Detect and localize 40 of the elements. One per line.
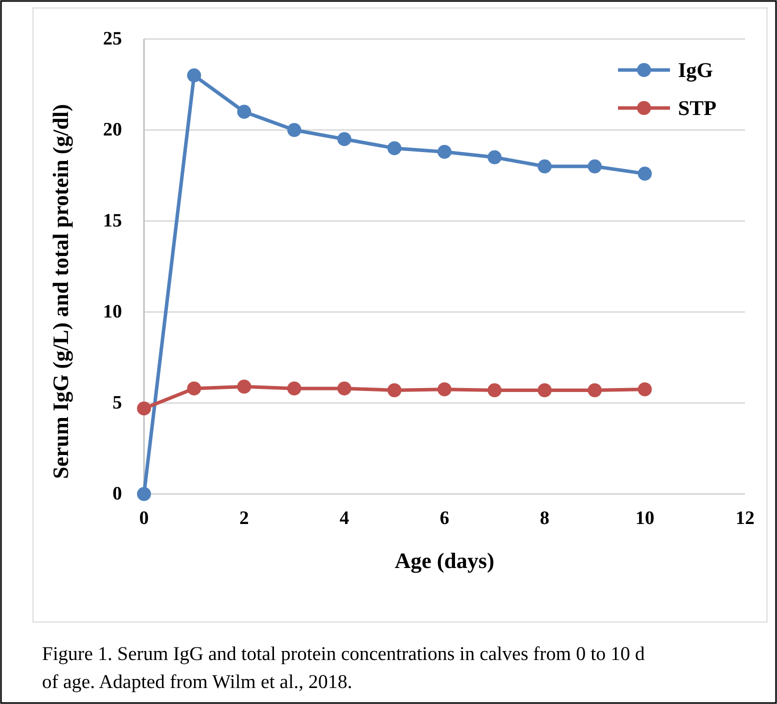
x-tick-label: 10 [635, 508, 654, 529]
x-tick-label: 8 [540, 508, 550, 529]
point [488, 150, 502, 164]
legend-label: IgG [678, 58, 714, 82]
point [237, 104, 252, 119]
point [187, 68, 202, 82]
point [638, 166, 652, 181]
x-tick-label: 6 [440, 508, 450, 529]
x-tick-label: 0 [139, 508, 149, 529]
x-tick-label: 2 [239, 508, 249, 529]
y-tick-label: 10 [103, 302, 122, 322]
y-tick-label: 20 [103, 120, 122, 140]
point [287, 123, 302, 137]
point [287, 381, 302, 396]
point [588, 383, 602, 398]
y-tick-label: 15 [103, 210, 122, 232]
x-axis-title: Age (days) [394, 548, 494, 573]
point [538, 383, 552, 398]
point [137, 401, 151, 416]
x-tick-label: 4 [340, 508, 350, 529]
point [137, 487, 151, 501]
point [187, 381, 202, 396]
point [387, 141, 402, 156]
caption: Figure 1. Serum IgG and total protein concentrations in calves from 0 to 10 d of age. Adapted from Wilm et al., 2018. [42, 644, 645, 693]
point [588, 159, 602, 174]
point [438, 144, 452, 159]
point [337, 132, 352, 146]
y-tick-label: 0 [112, 484, 122, 504]
x-tick-label: 12 [736, 508, 754, 529]
point [438, 382, 452, 396]
point [237, 380, 252, 394]
point [538, 159, 552, 174]
y-tick-label: 25 [103, 28, 122, 50]
point [638, 382, 652, 396]
legend-label: STP [678, 96, 717, 120]
point [488, 383, 502, 398]
y-axis-title: Serum IgG (g/L) and total protein (g/dl) [48, 104, 73, 479]
point [337, 381, 352, 396]
point [387, 383, 402, 398]
y-tick-label: 5 [112, 392, 122, 414]
